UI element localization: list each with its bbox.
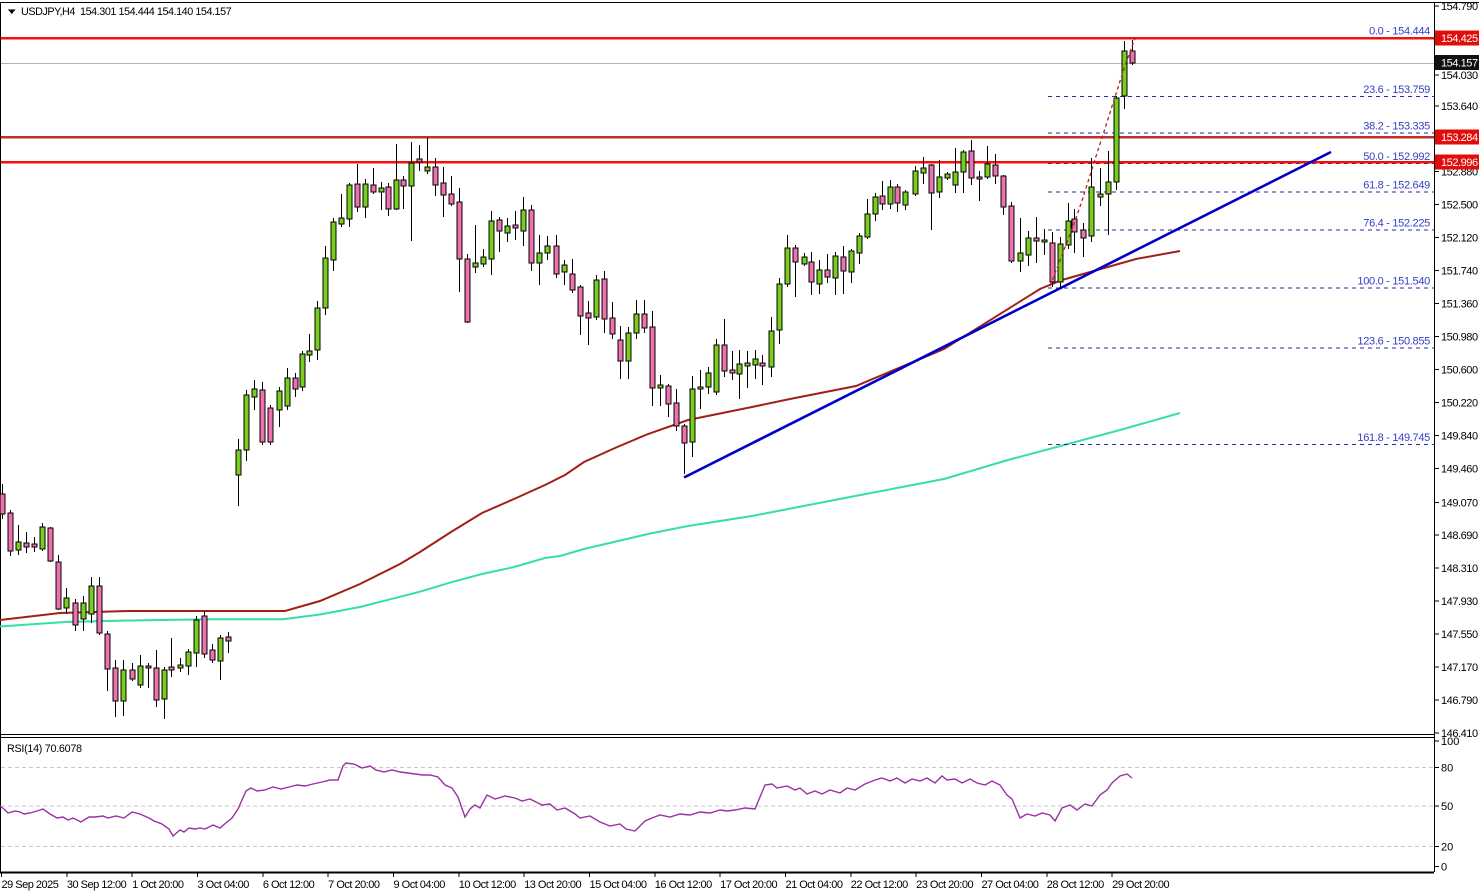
svg-text:61.8 - 152.649: 61.8 - 152.649	[1363, 180, 1430, 192]
svg-text:147.930: 147.930	[1441, 596, 1478, 608]
svg-text:146.790: 146.790	[1441, 695, 1478, 707]
svg-text:20: 20	[1441, 842, 1453, 854]
svg-text:153.284: 153.284	[1441, 132, 1478, 144]
svg-text:154.030: 154.030	[1441, 70, 1478, 82]
svg-text:151.360: 151.360	[1441, 299, 1478, 311]
svg-text:148.310: 148.310	[1441, 563, 1478, 575]
svg-text:154.425: 154.425	[1441, 33, 1478, 45]
svg-text:29 Sep 2025: 29 Sep 2025	[2, 879, 59, 891]
svg-text:23 Oct 20:00: 23 Oct 20:00	[916, 879, 973, 891]
svg-text:23.6 - 153.759: 23.6 - 153.759	[1363, 84, 1430, 96]
svg-text:27 Oct 04:00: 27 Oct 04:00	[981, 879, 1038, 891]
svg-text:152.500: 152.500	[1441, 200, 1478, 212]
svg-text:153.640: 153.640	[1441, 101, 1478, 113]
svg-text:7 Oct 20:00: 7 Oct 20:00	[328, 879, 380, 891]
svg-text:149.840: 149.840	[1441, 431, 1478, 443]
svg-text:147.170: 147.170	[1441, 662, 1478, 674]
svg-text:6 Oct 12:00: 6 Oct 12:00	[263, 879, 315, 891]
svg-text:161.8 - 149.745: 161.8 - 149.745	[1357, 432, 1430, 444]
svg-text:147.550: 147.550	[1441, 629, 1478, 641]
svg-text:151.740: 151.740	[1441, 266, 1478, 278]
svg-text:50: 50	[1441, 801, 1453, 813]
svg-text:RSI(14) 70.6078: RSI(14) 70.6078	[7, 743, 82, 755]
svg-text:17 Oct 20:00: 17 Oct 20:00	[720, 879, 777, 891]
svg-text:15 Oct 04:00: 15 Oct 04:00	[589, 879, 646, 891]
svg-text:80: 80	[1441, 763, 1453, 775]
svg-text:152.996: 152.996	[1441, 157, 1478, 169]
svg-text:29 Oct 20:00: 29 Oct 20:00	[1112, 879, 1169, 891]
svg-text:149.070: 149.070	[1441, 497, 1478, 509]
svg-text:28 Oct 12:00: 28 Oct 12:00	[1047, 879, 1104, 891]
svg-text:146.410: 146.410	[1441, 728, 1478, 740]
svg-text:148.690: 148.690	[1441, 530, 1478, 542]
svg-text:0.0 - 154.444: 0.0 - 154.444	[1369, 25, 1430, 37]
svg-text:21 Oct 04:00: 21 Oct 04:00	[785, 879, 842, 891]
svg-text:1 Oct 20:00: 1 Oct 20:00	[132, 879, 184, 891]
svg-text:50.0 - 152.992: 50.0 - 152.992	[1363, 151, 1430, 163]
svg-text:10 Oct 12:00: 10 Oct 12:00	[459, 879, 516, 891]
svg-text:123.6 - 150.855: 123.6 - 150.855	[1357, 336, 1430, 348]
svg-text:150.220: 150.220	[1441, 398, 1478, 410]
svg-text:16 Oct 12:00: 16 Oct 12:00	[655, 879, 712, 891]
svg-text:152.120: 152.120	[1441, 233, 1478, 245]
svg-text:76.4 - 152.225: 76.4 - 152.225	[1363, 218, 1430, 230]
svg-text:9 Oct 04:00: 9 Oct 04:00	[393, 879, 445, 891]
svg-text:100.0 - 151.540: 100.0 - 151.540	[1357, 276, 1430, 288]
svg-text:149.460: 149.460	[1441, 463, 1478, 475]
svg-text:154.157: 154.157	[1441, 58, 1478, 70]
svg-text:38.2 - 153.335: 38.2 - 153.335	[1363, 121, 1430, 133]
svg-text:0: 0	[1441, 862, 1447, 874]
svg-text:22 Oct 12:00: 22 Oct 12:00	[851, 879, 908, 891]
svg-text:30 Sep 12:00: 30 Sep 12:00	[67, 879, 127, 891]
svg-text:13 Oct 20:00: 13 Oct 20:00	[524, 879, 581, 891]
svg-text:150.980: 150.980	[1441, 332, 1478, 344]
svg-text:100: 100	[1441, 736, 1459, 748]
svg-text:150.600: 150.600	[1441, 365, 1478, 377]
svg-text:3 Oct 04:00: 3 Oct 04:00	[197, 879, 249, 891]
svg-text:152.880: 152.880	[1441, 167, 1478, 179]
svg-text:154.790: 154.790	[1441, 1, 1478, 13]
svg-text:USDJPY,H4 154.301 154.444 154: USDJPY,H4 154.301 154.444 154.140 154.15…	[21, 6, 232, 18]
